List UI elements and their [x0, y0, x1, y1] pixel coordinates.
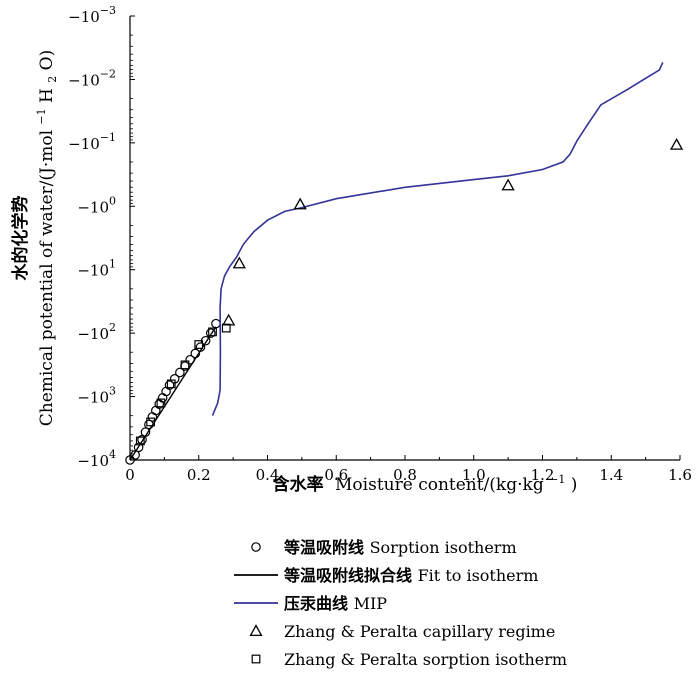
legend-label-sorption: 等温吸附线 Sorption isotherm	[283, 538, 517, 557]
x-tick-label: 1.6	[668, 466, 692, 484]
y-tick-base: −10	[77, 452, 109, 470]
y-tick-label: −101	[77, 258, 116, 280]
legend-label-en: Fit to isotherm	[418, 566, 539, 585]
legend: 等温吸附线 Sorption isotherm 等温吸附线拟合线 Fit to i…	[234, 538, 567, 669]
y-tick-label: −10−2	[68, 67, 116, 89]
y-tick-exponent: 0	[109, 194, 116, 207]
y-tick-label: −103	[77, 385, 116, 407]
y-tick-base: −10	[77, 198, 109, 216]
y-axis-title-en-main: Chemical potential of water/(J·mol	[37, 130, 57, 426]
y-tick-label: −100	[77, 194, 116, 216]
series-sorption-point	[137, 434, 147, 445]
y-tick-exponent: 1	[109, 258, 116, 271]
y-tick-label: −10−3	[68, 4, 116, 26]
x-tick-label: 0.4	[256, 466, 280, 484]
series-capillary-point	[669, 137, 684, 150]
y-tick-base: −10	[77, 389, 109, 407]
series-sorption-point	[164, 380, 175, 390]
series-sorption-point	[125, 455, 135, 465]
x-axis-title: 含水率 Moisture content/(kg·kg −1 )	[273, 468, 578, 495]
series-zp_sorption-point	[194, 340, 204, 349]
series-zp_sorption-point	[156, 398, 166, 408]
y-axis-title-sub: 2	[46, 76, 59, 83]
y-tick-label: −10−1	[68, 131, 116, 153]
x-axis-title-cn: 含水率	[273, 474, 324, 495]
x-tick-label: 0.6	[324, 466, 348, 484]
legend-swatch-zp_sorption	[251, 654, 261, 664]
series-zp_sorption-point	[166, 379, 176, 389]
series-sorption-point	[133, 442, 144, 453]
y-tick-exponent: −2	[100, 67, 116, 80]
series-zp_sorption-point	[146, 417, 156, 427]
x-tick-label: 0.8	[393, 466, 417, 484]
y-axis-title-mid: H	[37, 88, 57, 103]
x-tick-label: 1.0	[462, 466, 486, 484]
y-axis-title-en: Chemical potential of water/(J·mol −1 H …	[30, 50, 61, 427]
x-tick-label: 1.2	[531, 466, 555, 484]
y-tick-exponent: 2	[109, 321, 116, 334]
x-tick-label: 0	[125, 466, 135, 484]
series-capillary-point	[222, 313, 236, 326]
series-sorption-point	[211, 318, 221, 329]
series-zp_sorption-point	[208, 327, 217, 337]
series-sorption-point	[205, 328, 216, 338]
legend-label-en: MIP	[354, 594, 388, 613]
series-capillary-point	[293, 197, 307, 210]
series-capillary-point	[501, 178, 515, 191]
y-tick-exponent: 4	[109, 448, 116, 461]
y-tick-base: −10	[68, 71, 100, 89]
y-tick-exponent: −3	[100, 4, 116, 17]
x-axis-title-en: Moisture content/(kg·kg	[335, 475, 544, 495]
legend-label-fit: 等温吸附线拟合线 Fit to isotherm	[283, 566, 538, 585]
series-capillary-point	[232, 256, 246, 269]
y-tick-label: −102	[77, 321, 116, 343]
legend-label-en: Sorption isotherm	[370, 538, 517, 557]
series-sorption-point	[150, 405, 161, 416]
x-tick-label: 0.2	[187, 466, 211, 484]
y-tick-label: −104	[77, 448, 116, 470]
y-tick-base: −10	[77, 262, 109, 280]
y-axis-title-cn: 水的化学势	[10, 196, 31, 281]
x-axis-title-end: )	[571, 475, 578, 495]
y-axis-title-sup: −1	[35, 108, 48, 124]
legend-swatch-capillary	[249, 624, 263, 637]
series-sorption-point	[161, 386, 171, 397]
y-axis-title: 水的化学势 Chemical potential of water/(J·mol…	[10, 50, 61, 427]
legend-label-capillary: Zhang & Peralta capillary regime	[284, 622, 555, 641]
series-zp_sorption-point	[180, 360, 190, 370]
legend-label-cn: 等温吸附线	[283, 538, 370, 557]
legend-label-zp_sorption: Zhang & Peralta sorption isotherm	[284, 650, 567, 669]
axes: 0 0.2 0.4 0.6 0.8 1.0 1.2 1.4 1.6−10−3−10−2−10−1…	[68, 4, 692, 484]
legend-label-cn: 等温吸附线拟合线	[283, 566, 418, 585]
y-tick-base: −10	[68, 8, 100, 26]
legend-label-en: Zhang & Peralta sorption isotherm	[284, 650, 567, 669]
legend-label-mip: 压汞曲线 MIP	[284, 594, 387, 613]
series-zp_sorption-point	[135, 436, 145, 446]
y-axis-title-end: O)	[37, 50, 57, 71]
plot-area	[125, 61, 684, 465]
legend-label-cn: 压汞曲线	[284, 594, 354, 613]
y-tick-base: −10	[68, 135, 100, 153]
x-axis-title-sup: −1	[549, 473, 565, 486]
legend-label-en: Zhang & Peralta capillary regime	[284, 622, 555, 641]
y-tick-exponent: −1	[100, 131, 116, 144]
series-sorption-point	[157, 393, 168, 403]
series-sorption-point	[175, 367, 185, 378]
series-zp_sorption-point	[221, 323, 231, 333]
y-tick-base: −10	[77, 325, 109, 343]
y-tick-exponent: 3	[109, 385, 116, 398]
series-mip-line	[211, 61, 664, 416]
x-tick-label: 1.4	[599, 466, 623, 484]
legend-swatch-sorption	[251, 542, 261, 552]
